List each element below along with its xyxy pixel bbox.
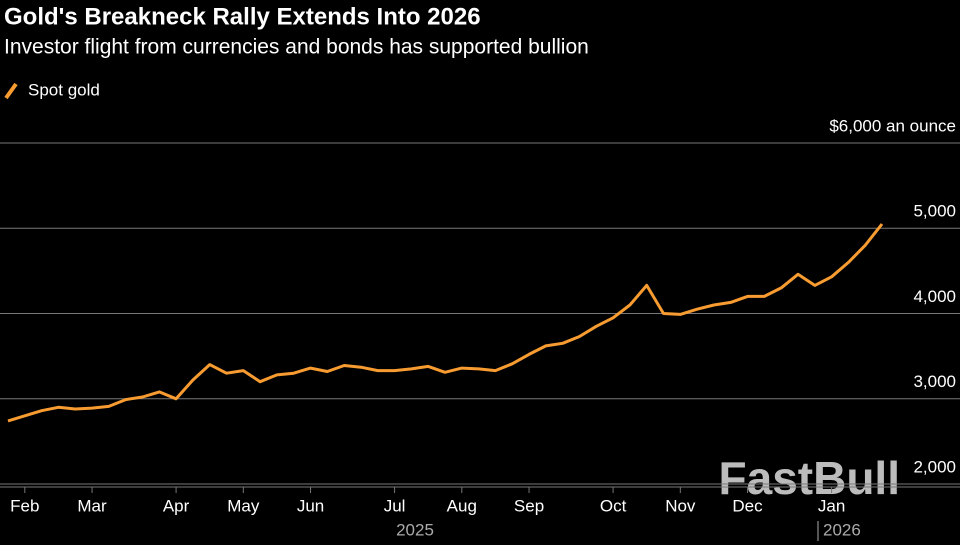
x-tick-label: Oct xyxy=(600,496,627,515)
y-tick-label: 2,000 xyxy=(913,457,956,476)
x-tick-label: Jun xyxy=(297,496,324,515)
chart-subtitle: Investor flight from currencies and bond… xyxy=(4,36,589,59)
x-tick-label: Aug xyxy=(447,496,477,515)
x-group-label: 2026 xyxy=(823,520,861,539)
legend-swatch xyxy=(4,82,18,100)
x-group-label: 2025 xyxy=(396,520,434,539)
y-tick-label: 3,000 xyxy=(913,372,956,391)
x-tick-label: May xyxy=(227,496,260,515)
x-tick-label: Nov xyxy=(665,496,696,515)
x-tick-label: Feb xyxy=(10,496,39,515)
x-tick-label: Dec xyxy=(732,496,763,515)
x-tick-label: Apr xyxy=(163,496,190,515)
y-tick-label: $6,000 an ounce xyxy=(829,116,956,135)
y-tick-label: 5,000 xyxy=(913,202,956,221)
x-tick-label: Sep xyxy=(514,496,544,515)
line xyxy=(7,223,884,423)
x-tick-label: Jul xyxy=(384,496,406,515)
chart-title: Gold's Breakneck Rally Extends Into 2026 xyxy=(4,3,481,30)
watermark: FastBull xyxy=(719,452,900,504)
y-tick-label: 4,000 xyxy=(913,287,956,306)
x-tick-label: Jan xyxy=(818,496,845,515)
x-tick-label: Mar xyxy=(77,496,107,515)
legend-label: Spot gold xyxy=(28,80,100,99)
